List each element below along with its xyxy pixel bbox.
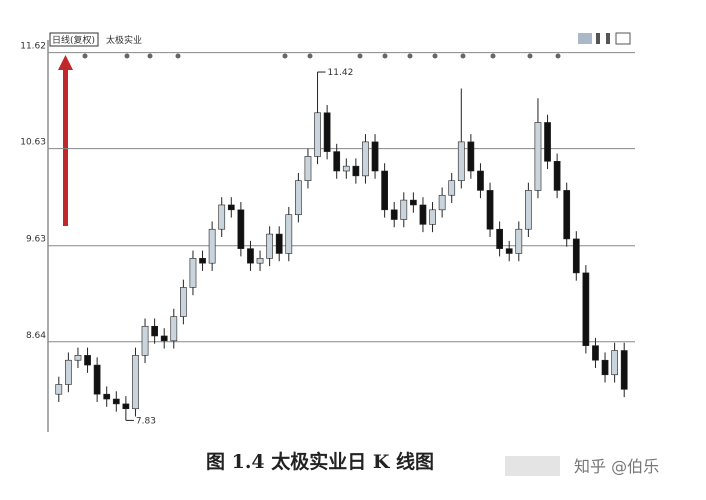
candle-body — [304, 156, 312, 182]
candle-body — [275, 233, 283, 254]
min-label: 7.83 — [136, 416, 156, 426]
candle-body — [314, 112, 321, 157]
candle-body — [611, 350, 618, 376]
candle-body — [65, 359, 72, 385]
watermark: 知乎 @伯乐 — [574, 457, 659, 476]
candle-body — [553, 160, 561, 191]
candle-body — [400, 199, 408, 220]
candle-body — [132, 355, 139, 410]
candle-body — [592, 345, 599, 361]
candle-body — [84, 355, 91, 366]
y-tick-label: 8.64 — [26, 331, 46, 341]
candle-body — [256, 258, 264, 264]
candle-body — [170, 316, 178, 342]
candle-body — [467, 141, 475, 172]
candle-body — [544, 122, 551, 162]
red-arrow — [58, 55, 73, 226]
caption: 图 1.4 太极实业日 K 线图 — [206, 450, 434, 473]
candle-body — [295, 180, 302, 215]
stock-name: 太极实业 — [106, 34, 142, 46]
candle-body — [122, 403, 130, 410]
candle-body — [352, 165, 360, 177]
top-dots — [82, 53, 561, 59]
candle-body — [534, 122, 542, 191]
candle-body — [285, 214, 293, 254]
max-label: 11.42 — [328, 68, 354, 78]
candle-body — [410, 199, 417, 206]
candle-body — [266, 233, 273, 259]
candle-body — [333, 151, 341, 172]
candle-body — [151, 325, 158, 337]
toolbar-icon — [578, 32, 631, 45]
y-tick-label: 11.62 — [20, 42, 46, 52]
y-tick-label: 9.63 — [26, 235, 46, 245]
candle-body — [180, 287, 187, 317]
candle-body — [381, 170, 388, 211]
candle-body — [208, 228, 216, 264]
candle-body — [55, 384, 63, 395]
candle-body — [572, 238, 580, 274]
candle-body — [477, 170, 484, 191]
candle-body — [429, 209, 436, 225]
candle-body — [141, 325, 149, 356]
candle-body — [160, 335, 168, 342]
candle-body — [362, 141, 369, 177]
candle-body — [601, 359, 609, 376]
y-tick-label: 10.63 — [20, 138, 46, 148]
candle-body — [582, 272, 590, 346]
candle-body — [486, 190, 494, 230]
candle-body — [237, 209, 245, 249]
candle-body — [419, 204, 427, 225]
legend-label: 日线(复权) — [52, 34, 95, 46]
candle-body — [525, 190, 532, 230]
candle-body — [457, 141, 465, 182]
candle-body — [74, 355, 82, 361]
candle-body — [515, 228, 523, 254]
candle-body — [448, 180, 456, 196]
candle-body — [505, 248, 513, 254]
candle-body — [247, 248, 254, 264]
candle-body — [103, 393, 111, 400]
candle-body — [189, 258, 197, 288]
legend-box — [49, 32, 99, 47]
candle-body — [390, 209, 398, 220]
candle-body — [342, 165, 350, 172]
blur-box — [505, 456, 560, 476]
candle-body — [620, 350, 628, 390]
candle-body — [323, 112, 331, 152]
candle-body — [93, 364, 101, 395]
candle-body — [112, 398, 120, 405]
candle-body — [496, 228, 503, 249]
candle-body — [227, 204, 235, 211]
candle-body — [371, 141, 379, 172]
candle-body — [563, 190, 571, 240]
candle-body — [218, 204, 226, 230]
candle-body — [199, 258, 206, 264]
candle-body — [438, 194, 446, 211]
